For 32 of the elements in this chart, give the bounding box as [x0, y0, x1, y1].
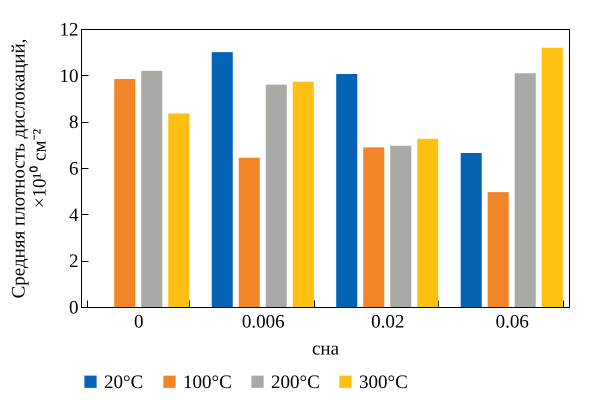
bar	[363, 147, 384, 307]
bar	[336, 74, 358, 307]
x-axis-title: сна	[312, 338, 340, 360]
legend-label: 100°C	[183, 372, 232, 393]
bar	[390, 146, 412, 307]
bar	[292, 82, 314, 307]
bar	[114, 79, 136, 307]
y-tick-label: 0	[69, 298, 78, 318]
legend-label: 200°C	[271, 372, 320, 393]
y-axis-title: Средняя плотность дислокаций, ×10¹⁰ см⁻²	[8, 38, 50, 298]
bar	[168, 114, 190, 307]
y-tick-label: 12	[60, 20, 78, 40]
bar	[514, 73, 536, 307]
y-tick-label: 6	[69, 158, 78, 180]
bar	[266, 84, 287, 307]
x-tick-label: 0.006	[242, 312, 285, 332]
legend-label: 300°C	[359, 372, 408, 393]
x-tick-label: 0.06	[496, 312, 529, 332]
bar	[417, 138, 438, 307]
bar	[212, 52, 233, 307]
y-tick-label: 10	[60, 66, 78, 87]
bar	[488, 192, 509, 307]
bar	[460, 152, 482, 307]
x-tick-label: 0.02	[371, 312, 404, 332]
y-tick-label: 8	[69, 112, 78, 134]
bar	[542, 48, 563, 307]
legend-label: 20°C	[104, 372, 144, 393]
y-tick-label: 4	[69, 204, 79, 226]
bar	[238, 158, 260, 307]
x-tick-label: 0	[134, 312, 144, 332]
y-tick-label: 2	[69, 251, 78, 272]
bar	[141, 70, 162, 307]
